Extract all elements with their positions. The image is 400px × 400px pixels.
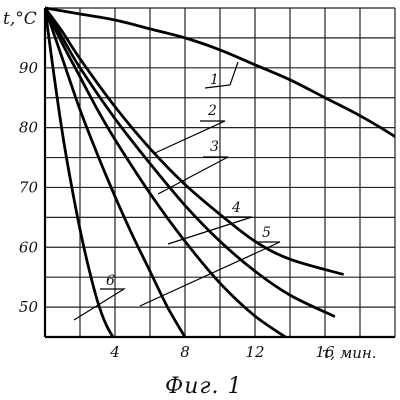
y-tick-label: 70: [19, 178, 39, 196]
curve-1: [45, 6, 395, 139]
x-tick-label: 12: [245, 343, 264, 361]
plot-axes: [43, 8, 395, 339]
curve-6-label: 6: [106, 273, 115, 289]
curve-3-leader: [157, 156, 229, 195]
curve-2-label: 2: [207, 103, 217, 119]
plot-grid: [44, 7, 396, 338]
x-tick-label: 4: [109, 343, 120, 361]
x-tick-label: 16: [315, 343, 335, 361]
curve-6: [45, 6, 115, 337]
curve-2: [45, 6, 344, 276]
y-axis-label: t,°C: [3, 9, 37, 29]
x-tick-label: 8: [180, 343, 190, 361]
curve-6-leader: [73, 288, 127, 321]
curve-1-leader: [204, 61, 239, 89]
curves: [45, 6, 395, 337]
figure-caption: Фиг. 1: [165, 374, 243, 399]
x-axis-label: τ, мин.: [322, 344, 377, 362]
y-tick-label: 90: [19, 59, 39, 77]
curve-4-label: 4: [231, 200, 241, 216]
curve-4-leader: [167, 216, 253, 245]
y-tick-label: 50: [19, 298, 39, 316]
curve-3: [45, 6, 336, 318]
y-tick-label: 80: [19, 119, 39, 137]
y-tick-label: 60: [19, 238, 39, 256]
curve-1-label: 1: [210, 72, 219, 88]
curve-2-leader: [154, 120, 226, 154]
curve-4: [45, 6, 289, 337]
curve-5-leader: [139, 241, 281, 307]
curve-leader-lines: 1 2 3 4 5 6: [73, 61, 281, 321]
curve-3-label: 3: [210, 139, 219, 155]
curve-5-label: 5: [262, 225, 271, 241]
curve-5: [45, 6, 187, 337]
